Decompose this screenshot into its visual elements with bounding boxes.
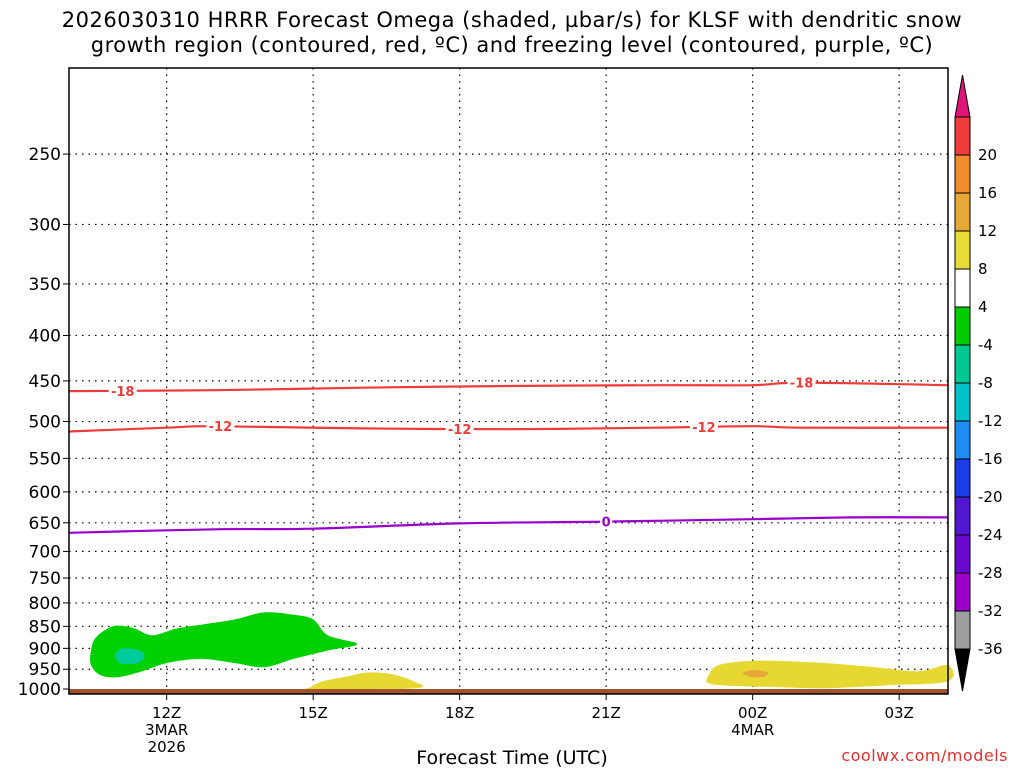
contour-label-1-2: -12 — [692, 421, 716, 436]
colorbar-swatch-10 — [954, 230, 971, 270]
colorbar-swatch-6 — [954, 382, 971, 422]
colorbar-top-arrow — [954, 74, 971, 118]
x-tick-label-21Z: 21Z — [591, 704, 620, 722]
colorbar-label-9: 4 — [978, 298, 988, 316]
y-tick-label-250: 250 — [29, 145, 61, 165]
x-tick-label-15Z: 15Z — [298, 704, 327, 722]
contour-line-1 — [68, 425, 949, 433]
y-axis-ticks: 2503003504004505005506006507007508008509… — [18, 145, 69, 700]
colorbar-swatch-5 — [954, 420, 971, 460]
contour-label-bg-2-0 — [600, 514, 613, 529]
contour-label-1-1: -12 — [448, 423, 472, 438]
x-tick-label-18Z: 18Z — [445, 704, 474, 722]
y-tick-label-600: 600 — [29, 483, 61, 503]
ground-bar — [69, 689, 948, 694]
omega-region-3 — [706, 660, 954, 689]
colorbar-label-7: -8 — [978, 374, 993, 392]
y-tick-label-350: 350 — [29, 275, 61, 295]
y-tick-label-550: 550 — [29, 449, 61, 469]
colorbar-swatch-2 — [954, 534, 971, 574]
plot-frame — [68, 67, 949, 695]
y-tick-label-450: 450 — [29, 372, 61, 392]
colorbar-label-4: -20 — [978, 488, 1003, 506]
y-tick-label-500: 500 — [29, 413, 61, 433]
colorbar-label-5: -16 — [978, 450, 1003, 468]
contour-line-2 — [68, 516, 949, 534]
colorbar-label-3: -24 — [978, 526, 1003, 544]
y-tick-label-800: 800 — [29, 594, 61, 614]
colorbar-label-2: -28 — [978, 564, 1003, 582]
colorbar-swatch-3 — [954, 496, 971, 536]
colorbar-label-13: 20 — [978, 146, 997, 164]
colorbar-swatch-7 — [954, 344, 971, 384]
colorbar-bottom-arrow — [954, 648, 971, 692]
y-tick-label-700: 700 — [29, 542, 61, 562]
contour-label-bg-1-2 — [689, 419, 718, 434]
contour-label-bg-1-1 — [445, 421, 474, 436]
colorbar-swatch-9 — [954, 268, 971, 308]
colorbar-label-0: -36 — [978, 640, 1003, 658]
y-tick-label-650: 650 — [29, 514, 61, 534]
x-tick-label-03Z: 03Z — [884, 704, 913, 722]
chart-title-line1: 2026030310 HRRR Forecast Omega (shaded, … — [61, 8, 963, 32]
colorbar-swatch-1 — [954, 572, 971, 612]
omega-region-4 — [742, 669, 769, 678]
colorbar-swatch-8 — [954, 306, 971, 346]
contour-label-1-0: -12 — [209, 420, 233, 435]
y-tick-label-900: 900 — [29, 639, 61, 659]
chart-title-line2: growth region (contoured, red, ºC) and f… — [90, 33, 934, 57]
x-tick-label-12Z: 12Z — [152, 704, 181, 722]
contour-line-0 — [68, 381, 949, 393]
colorbar-swatch-4 — [954, 458, 971, 498]
ground-fill — [69, 689, 948, 694]
x-tick-date-00Z: 4MAR — [731, 721, 774, 739]
x-tick-date-12Z: 3MAR — [145, 721, 188, 739]
contour-label-bg-1-0 — [206, 419, 235, 434]
omega-region-0 — [90, 612, 358, 678]
x-axis-title: Forecast Time (UTC) — [416, 747, 608, 769]
contour-label-0-1: -18 — [790, 377, 814, 392]
y-tick-label-400: 400 — [29, 326, 61, 346]
omega-shading — [90, 612, 954, 690]
contours: -18 -18 -12 -12 -12 0 — [68, 375, 949, 534]
y-tick-label-950: 950 — [29, 660, 61, 680]
colorbar-label-10: 8 — [978, 260, 988, 278]
y-tick-label-1000: 1000 — [18, 680, 61, 700]
colorbar-swatch-12 — [954, 154, 971, 194]
contour-label-2-0: 0 — [602, 516, 611, 531]
colorbar-swatch-0 — [954, 610, 971, 650]
colorbar-label-12: 16 — [978, 184, 997, 202]
omega-region-2 — [304, 672, 424, 690]
x-tick-label-00Z: 00Z — [738, 704, 767, 722]
omega-region-1 — [115, 648, 145, 665]
y-tick-label-750: 750 — [29, 569, 61, 589]
colorbar-label-8: -4 — [978, 336, 993, 354]
colorbar-label-11: 12 — [978, 222, 997, 240]
contour-label-bg-0-0 — [108, 383, 137, 398]
colorbar: -36 -32 -28 -24 -20 -16 -12 -8 -4 4 8 12 16 20 — [954, 74, 1003, 692]
colorbar-label-6: -12 — [978, 412, 1003, 430]
credit-text: coolwx.com/models — [841, 746, 1008, 765]
y-tick-label-300: 300 — [29, 215, 61, 235]
contour-label-0-0: -18 — [111, 385, 135, 400]
grid — [69, 68, 948, 694]
colorbar-swatch-11 — [954, 192, 971, 232]
colorbar-swatch-13 — [954, 116, 971, 156]
colorbar-label-1: -32 — [978, 602, 1003, 620]
x-tick-year-12Z: 2026 — [148, 738, 186, 756]
y-tick-label-850: 850 — [29, 617, 61, 637]
contour-label-bg-0-1 — [787, 375, 816, 390]
